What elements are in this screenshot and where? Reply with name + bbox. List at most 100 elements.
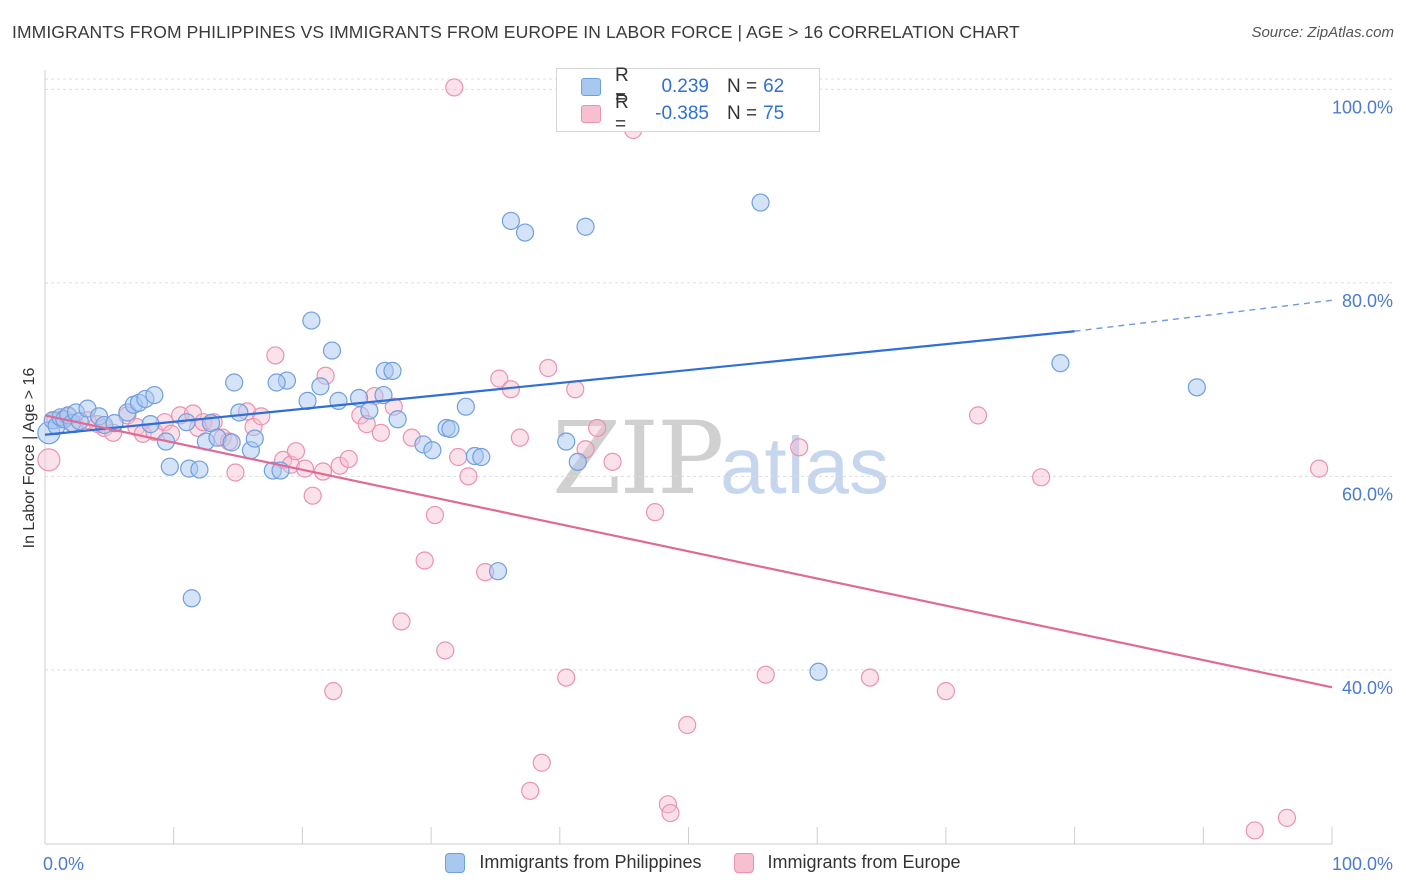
x-tick-label: 0.0%: [43, 854, 84, 874]
europe-point: [860, 668, 880, 687]
n-label: N =: [727, 103, 758, 124]
europe-point: [678, 715, 697, 735]
philippines-point: [160, 457, 179, 476]
europe-point: [1277, 808, 1297, 827]
europe-point: [436, 641, 455, 660]
philippines-point: [245, 429, 264, 448]
philippines-point: [222, 433, 241, 452]
europe-point: [566, 380, 585, 399]
philippines-point: [751, 193, 770, 212]
series-legend: Immigrants from Philippines Immigrants f…: [0, 852, 1406, 873]
grid-lines: [45, 78, 1392, 671]
philippines-point: [441, 419, 460, 439]
europe-point: [756, 665, 775, 684]
europe-point: [445, 78, 464, 97]
europe-swatch: [581, 105, 601, 123]
philippines-point: [1187, 378, 1206, 397]
r-value: 0.239: [661, 76, 709, 97]
tick-labels: 40.0% 60.0% 80.0% 100.0% 0.0% 100.0%: [43, 97, 1393, 874]
europe-point: [557, 668, 576, 687]
europe-point: [661, 803, 680, 823]
y-tick-label: 40.0%: [1342, 678, 1393, 698]
y-tick-label: 80.0%: [1342, 291, 1393, 311]
philippines-point: [472, 447, 491, 467]
europe-point: [226, 463, 245, 482]
europe-point: [313, 462, 333, 481]
philippines-point: [1051, 354, 1070, 373]
y-tick-label: 100.0%: [1332, 97, 1393, 117]
europe-point: [37, 448, 61, 472]
europe-point: [415, 551, 434, 570]
axes: [44, 70, 1333, 845]
europe-swatch: [733, 852, 754, 873]
chart-title: IMMIGRANTS FROM PHILIPPINES VS IMMIGRANT…: [12, 22, 1020, 42]
philippines-swatch: [581, 78, 601, 96]
x-tick-label: 100.0%: [1332, 854, 1393, 874]
n-value: 62: [763, 76, 785, 97]
europe-points: [37, 78, 1329, 840]
philippines-point: [557, 432, 576, 451]
philippines-point: [456, 397, 475, 416]
europe-point: [266, 346, 285, 365]
europe-point: [645, 503, 665, 522]
europe-trend-line: [44, 414, 1333, 689]
r-label: R =: [615, 92, 629, 135]
europe-point: [936, 682, 956, 701]
europe-point: [1032, 468, 1051, 487]
europe-point: [510, 428, 530, 447]
philippines-point: [423, 441, 442, 460]
philippines-point: [230, 403, 249, 422]
europe-point: [790, 438, 809, 457]
trend-lines: [44, 299, 1333, 689]
philippines-point: [488, 562, 508, 581]
philippines-point: [225, 373, 244, 392]
philippines-point: [388, 410, 407, 429]
philippines-point: [809, 662, 828, 681]
philippines-trend-extension: [1074, 299, 1333, 332]
source-credit: Source: ZipAtlas.com: [1251, 24, 1394, 41]
watermark-atlas: atlas: [720, 421, 889, 510]
legend-row-philippines: R = 0.239 N = 62: [581, 65, 785, 108]
europe-point: [371, 423, 391, 442]
philippines-point: [515, 223, 535, 242]
philippines-point: [501, 211, 520, 231]
legend-item-philippines: Immigrants from Philippines: [445, 852, 702, 873]
n-label: N =: [727, 76, 758, 97]
legend-label: Immigrants from Philippines: [479, 852, 702, 872]
europe-point: [968, 406, 988, 425]
europe-point: [459, 467, 478, 486]
philippines-point: [267, 373, 286, 392]
europe-point: [539, 358, 558, 378]
europe-point: [252, 407, 271, 426]
europe-point: [532, 753, 551, 772]
r-value: -0.385: [655, 103, 709, 124]
philippines-swatch: [445, 852, 466, 873]
n-value: 75: [763, 103, 785, 124]
europe-point: [286, 442, 306, 461]
philippines-point: [360, 401, 379, 420]
r-label: R =: [615, 65, 629, 108]
europe-point: [588, 418, 607, 438]
europe-point: [1310, 459, 1329, 478]
europe-point: [1245, 821, 1264, 840]
philippines-trend-line: [44, 330, 1075, 436]
philippines-points: [37, 193, 1206, 681]
europe-point: [339, 449, 358, 469]
philippines-point: [576, 217, 595, 236]
legend-item-europe: Immigrants from Europe: [733, 852, 961, 873]
philippines-point: [145, 385, 164, 405]
philippines-point: [322, 341, 342, 360]
europe-point: [449, 447, 468, 467]
europe-point: [521, 781, 540, 800]
philippines-point: [568, 452, 587, 471]
philippines-point: [383, 361, 402, 380]
philippines-point: [182, 589, 201, 608]
philippines-point: [190, 460, 209, 479]
legend-label: Immigrants from Europe: [767, 852, 961, 872]
y-axis-label: In Labor Force | Age > 16: [21, 368, 38, 549]
europe-point: [392, 612, 411, 631]
europe-point: [425, 505, 445, 525]
europe-point: [324, 682, 343, 701]
philippines-point: [311, 377, 330, 396]
philippines-point: [302, 311, 321, 330]
